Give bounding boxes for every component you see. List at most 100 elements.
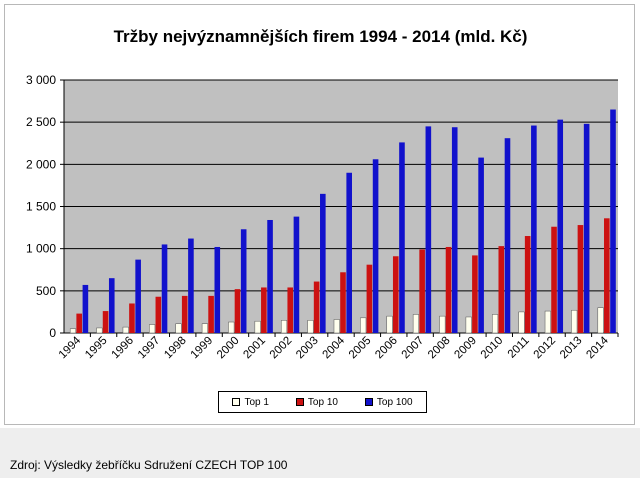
bar-top-10 (287, 287, 294, 333)
bar-top-100 (583, 123, 590, 333)
bar-top-10 (76, 313, 82, 333)
x-tick-label: 1996 (109, 335, 136, 362)
x-tick-label: 2014 (584, 334, 611, 361)
bar-top-10 (208, 295, 214, 333)
bar-top-100 (372, 159, 379, 333)
bar-top-1 (571, 309, 578, 334)
bar-top-10 (340, 272, 346, 333)
bar-top-1 (175, 323, 182, 334)
bar-top-1 (201, 323, 208, 334)
bar-top-10 (498, 246, 505, 333)
x-tick-label: 1995 (83, 335, 110, 362)
legend-label-top-1: Top 1 (244, 396, 269, 408)
x-tick-label: 2004 (321, 334, 348, 361)
bar-top-1 (439, 315, 446, 334)
bar-top-10 (234, 289, 241, 333)
bar-top-10 (604, 218, 610, 333)
legend-label-top-100: Top 100 (376, 396, 413, 408)
bar-top-10 (419, 249, 425, 333)
x-tick-label: 2013 (558, 335, 585, 362)
legend-item-top-1: Top 1 (232, 396, 269, 408)
y-tick-label: 2 000 (26, 157, 56, 171)
bar-top-10 (551, 226, 557, 333)
y-tick-label: 2 500 (26, 115, 56, 129)
bar-top-10 (524, 236, 531, 333)
legend-item-top-100: Top 100 (364, 396, 413, 408)
bar-top-100 (293, 216, 300, 333)
bar-top-1 (333, 319, 340, 334)
footer-band (0, 428, 640, 478)
y-tick-label: 3 000 (26, 73, 56, 87)
bar-top-1 (492, 314, 499, 334)
chart-frame: Tržby nejvýznamnějších firem 1994 - 2014… (4, 4, 635, 425)
x-tick-label: 2011 (506, 335, 532, 361)
bar-top-100 (240, 229, 247, 333)
y-tick-label: 1 000 (26, 242, 56, 256)
bar-top-100 (346, 172, 352, 333)
x-tick-label: 2001 (241, 335, 268, 362)
bar-top-100 (478, 157, 484, 333)
bar-top-100 (320, 193, 326, 333)
x-tick-label: 2002 (268, 335, 295, 362)
y-tick-label: 500 (36, 284, 56, 298)
bar-top-1 (228, 321, 235, 334)
x-tick-label: 1997 (136, 335, 163, 362)
legend-item-top-10: Top 10 (295, 396, 338, 408)
bar-top-1 (280, 320, 288, 334)
bar-top-100 (214, 246, 221, 333)
x-tick-label: 2006 (373, 335, 400, 362)
bar-top-1 (69, 328, 77, 334)
y-tick-label: 1 500 (26, 200, 56, 214)
x-tick-label: 1994 (57, 334, 84, 361)
bar-top-10 (366, 264, 373, 333)
legend-swatch-top-10 (295, 398, 304, 406)
bar-top-10 (472, 255, 478, 333)
bar-top-10 (577, 225, 584, 333)
x-tick-label: 1998 (162, 335, 189, 362)
bar-top-1 (518, 311, 525, 334)
chart-title: Tržby nejvýznamnějších firem 1994 - 2014… (113, 27, 528, 46)
x-tick-label: 2010 (479, 335, 506, 362)
source-note: Zdroj: Výsledky žebříčku Sdružení CZECH … (10, 458, 288, 472)
x-tick-label: 2007 (400, 335, 427, 362)
bar-top-100 (135, 259, 141, 333)
bar-top-100 (504, 138, 511, 333)
bar-top-100 (267, 219, 273, 333)
x-tick-label: 2005 (347, 335, 374, 362)
legend-swatch-top-100 (364, 398, 373, 406)
bar-top-100 (82, 284, 89, 333)
bar-top-100 (425, 126, 432, 333)
x-tick-label: 1999 (189, 335, 216, 362)
y-tick-label: 0 (49, 326, 56, 340)
bar-top-100 (399, 142, 405, 333)
bar-top-10 (313, 281, 320, 333)
bar-top-100 (451, 127, 458, 333)
bar-top-10 (155, 296, 162, 333)
bar-top-1 (122, 326, 129, 334)
bar-top-1 (96, 327, 103, 334)
legend-label-top-10: Top 10 (307, 396, 338, 408)
bar-top-10 (102, 311, 109, 333)
bar-top-10 (261, 287, 267, 333)
bar-top-1 (544, 310, 551, 334)
bar-top-1 (149, 324, 156, 334)
bar-top-10 (392, 256, 399, 333)
x-tick-label: 2012 (532, 335, 559, 362)
bar-top-1 (412, 314, 419, 334)
bar-top-1 (597, 307, 604, 334)
bar-top-100 (557, 119, 564, 334)
x-tick-label: 2000 (215, 335, 242, 362)
bar-top-100 (161, 244, 168, 333)
bar-top-10 (445, 246, 452, 333)
bar-top-100 (108, 278, 115, 333)
bar-top-100 (531, 125, 537, 333)
bar-top-1 (307, 320, 314, 334)
x-tick-label: 2008 (426, 335, 453, 362)
x-tick-label: 2009 (452, 335, 479, 362)
bar-top-10 (129, 303, 135, 333)
bar-top-1 (360, 317, 367, 334)
bar-top-1 (465, 316, 472, 334)
legend-swatch-top-1 (232, 398, 241, 406)
x-tick-label: 2003 (294, 335, 321, 362)
